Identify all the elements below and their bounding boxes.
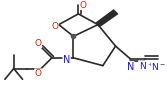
Text: N$^-$: N$^-$	[151, 61, 166, 72]
Text: O: O	[35, 69, 42, 78]
Text: O: O	[51, 22, 58, 31]
Text: N: N	[63, 55, 70, 65]
Text: N: N	[127, 62, 134, 72]
Text: O: O	[35, 39, 42, 48]
Text: O: O	[80, 1, 87, 10]
Text: N$^+$: N$^+$	[139, 61, 153, 72]
Polygon shape	[97, 10, 118, 27]
